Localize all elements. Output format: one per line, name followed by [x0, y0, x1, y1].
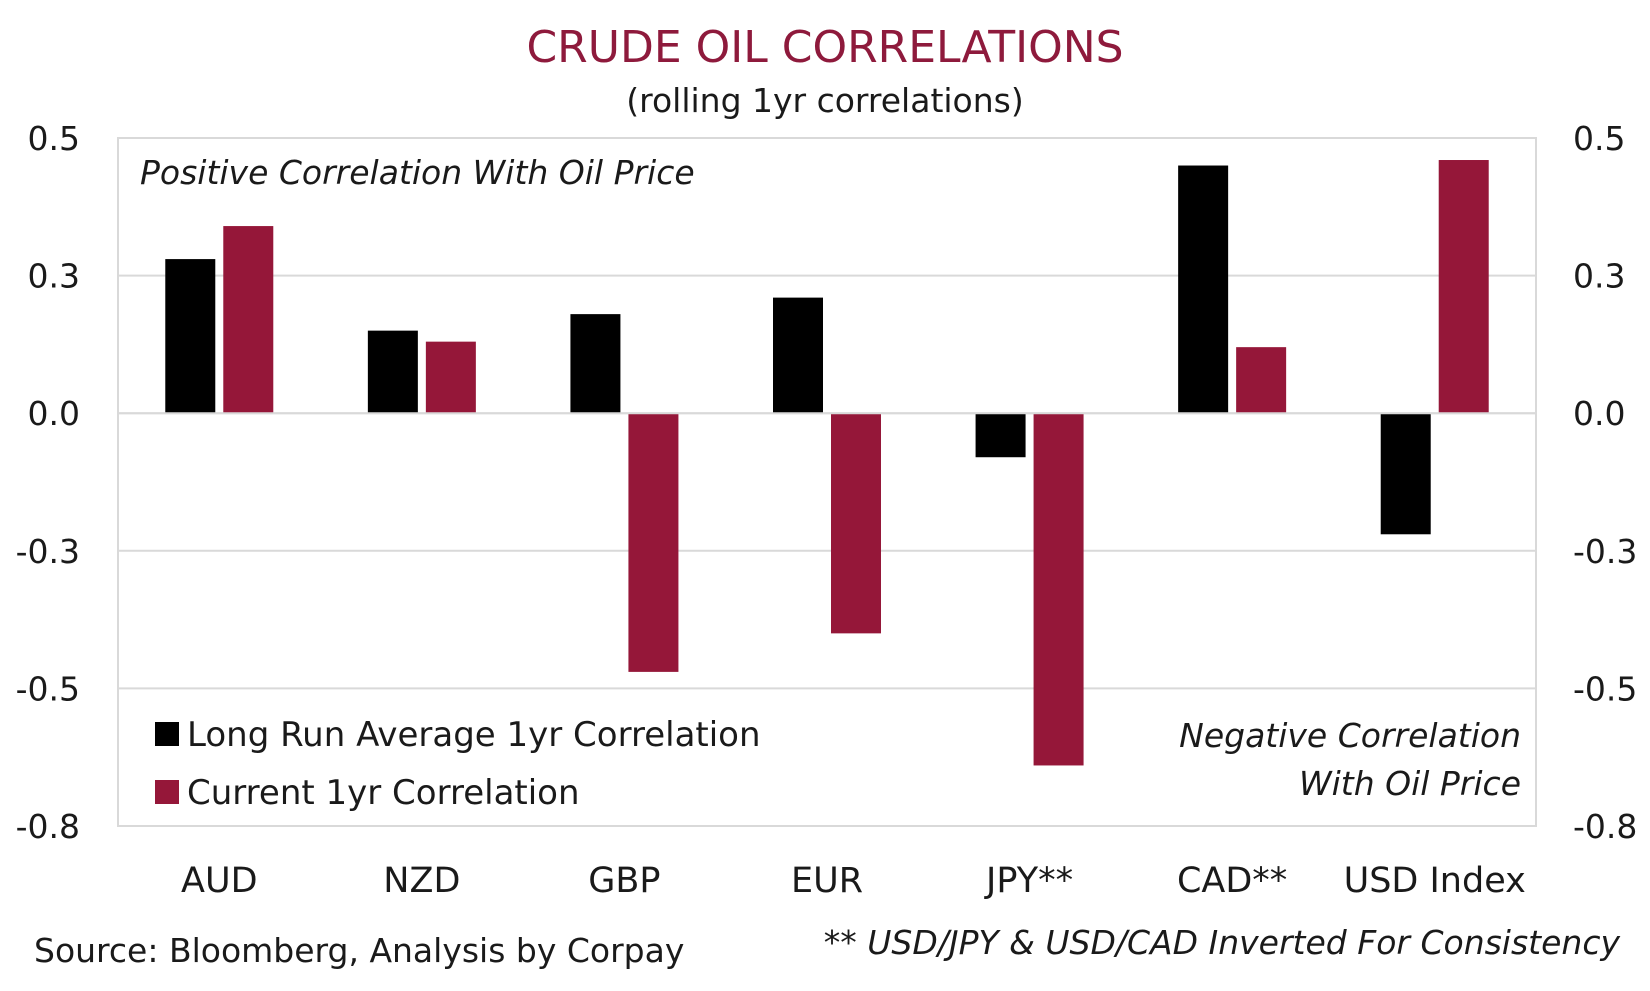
y-tick-label-left: 0.5 [28, 119, 80, 158]
chart-title: CRUDE OIL CORRELATIONS [526, 22, 1123, 73]
y-tick-label-left: -0.3 [16, 532, 80, 571]
bars [165, 160, 1489, 766]
bar-current-gbp [628, 413, 679, 672]
bar-long-run-usdindex [1380, 413, 1431, 535]
x-category-label: AUD [181, 861, 258, 901]
bar-long-run-nzd [367, 330, 418, 414]
bar-current-eur [831, 413, 881, 634]
bar-long-run-aud [165, 259, 216, 414]
positive-correlation-note: Positive Correlation With Oil Price [140, 153, 695, 192]
left-y-axis: 0.5 0.3 0.0 -0.3 -0.5 -0.8 [16, 119, 80, 846]
y-tick-label-right: 0.0 [1573, 394, 1625, 433]
bar-long-run-eur [773, 297, 823, 414]
x-category-label: USD Index [1344, 861, 1526, 901]
bar-long-run-gbp [570, 314, 621, 414]
legend-swatch-current [155, 780, 179, 804]
y-tick-label-left: 0.0 [28, 394, 80, 433]
bar-current-jpy [1033, 413, 1084, 766]
category-labels: AUD NZD GBP EUR JPY** CAD** USD Index [181, 861, 1526, 901]
negative-correlation-note-line1: Negative Correlation [1179, 716, 1521, 755]
bar-long-run-jpy [975, 413, 1026, 458]
y-tick-label-right: 0.5 [1573, 119, 1625, 158]
x-category-label: JPY** [984, 861, 1073, 901]
legend-label-current: Current 1yr Correlation [187, 773, 580, 813]
legend-label-long-run: Long Run Average 1yr Correlation [187, 715, 761, 755]
source-note: Source: Bloomberg, Analysis by Corpay [34, 931, 684, 970]
x-category-label: GBP [588, 861, 660, 901]
y-tick-label-right: 0.3 [1573, 257, 1625, 296]
bar-current-aud [223, 226, 274, 414]
y-tick-label-left: -0.5 [16, 669, 80, 708]
legend: Long Run Average 1yr Correlation Current… [155, 715, 761, 813]
legend-swatch-long-run [155, 722, 179, 746]
bar-current-usdindex [1438, 160, 1489, 414]
x-category-label: EUR [791, 861, 863, 901]
y-tick-label-right: -0.5 [1573, 669, 1637, 708]
x-category-label: CAD** [1177, 861, 1287, 901]
right-y-axis: 0.5 0.3 0.0 -0.3 -0.5 -0.8 [1573, 119, 1637, 846]
chart-subtitle: (rolling 1yr correlations) [626, 81, 1023, 120]
y-tick-label-left: -0.8 [16, 807, 80, 846]
bar-current-cad [1236, 347, 1287, 414]
negative-correlation-note-line2: With Oil Price [1299, 764, 1521, 803]
y-tick-label-right: -0.8 [1573, 807, 1637, 846]
bar-current-nzd [425, 341, 476, 414]
y-tick-label-right: -0.3 [1573, 532, 1637, 571]
plot-area [117, 137, 1537, 827]
y-tick-label-left: 0.3 [28, 257, 80, 296]
footnote: ** USD/JPY & USD/CAD Inverted For Consis… [824, 923, 1621, 962]
x-category-label: NZD [383, 861, 460, 901]
bar-long-run-cad [1178, 165, 1229, 414]
